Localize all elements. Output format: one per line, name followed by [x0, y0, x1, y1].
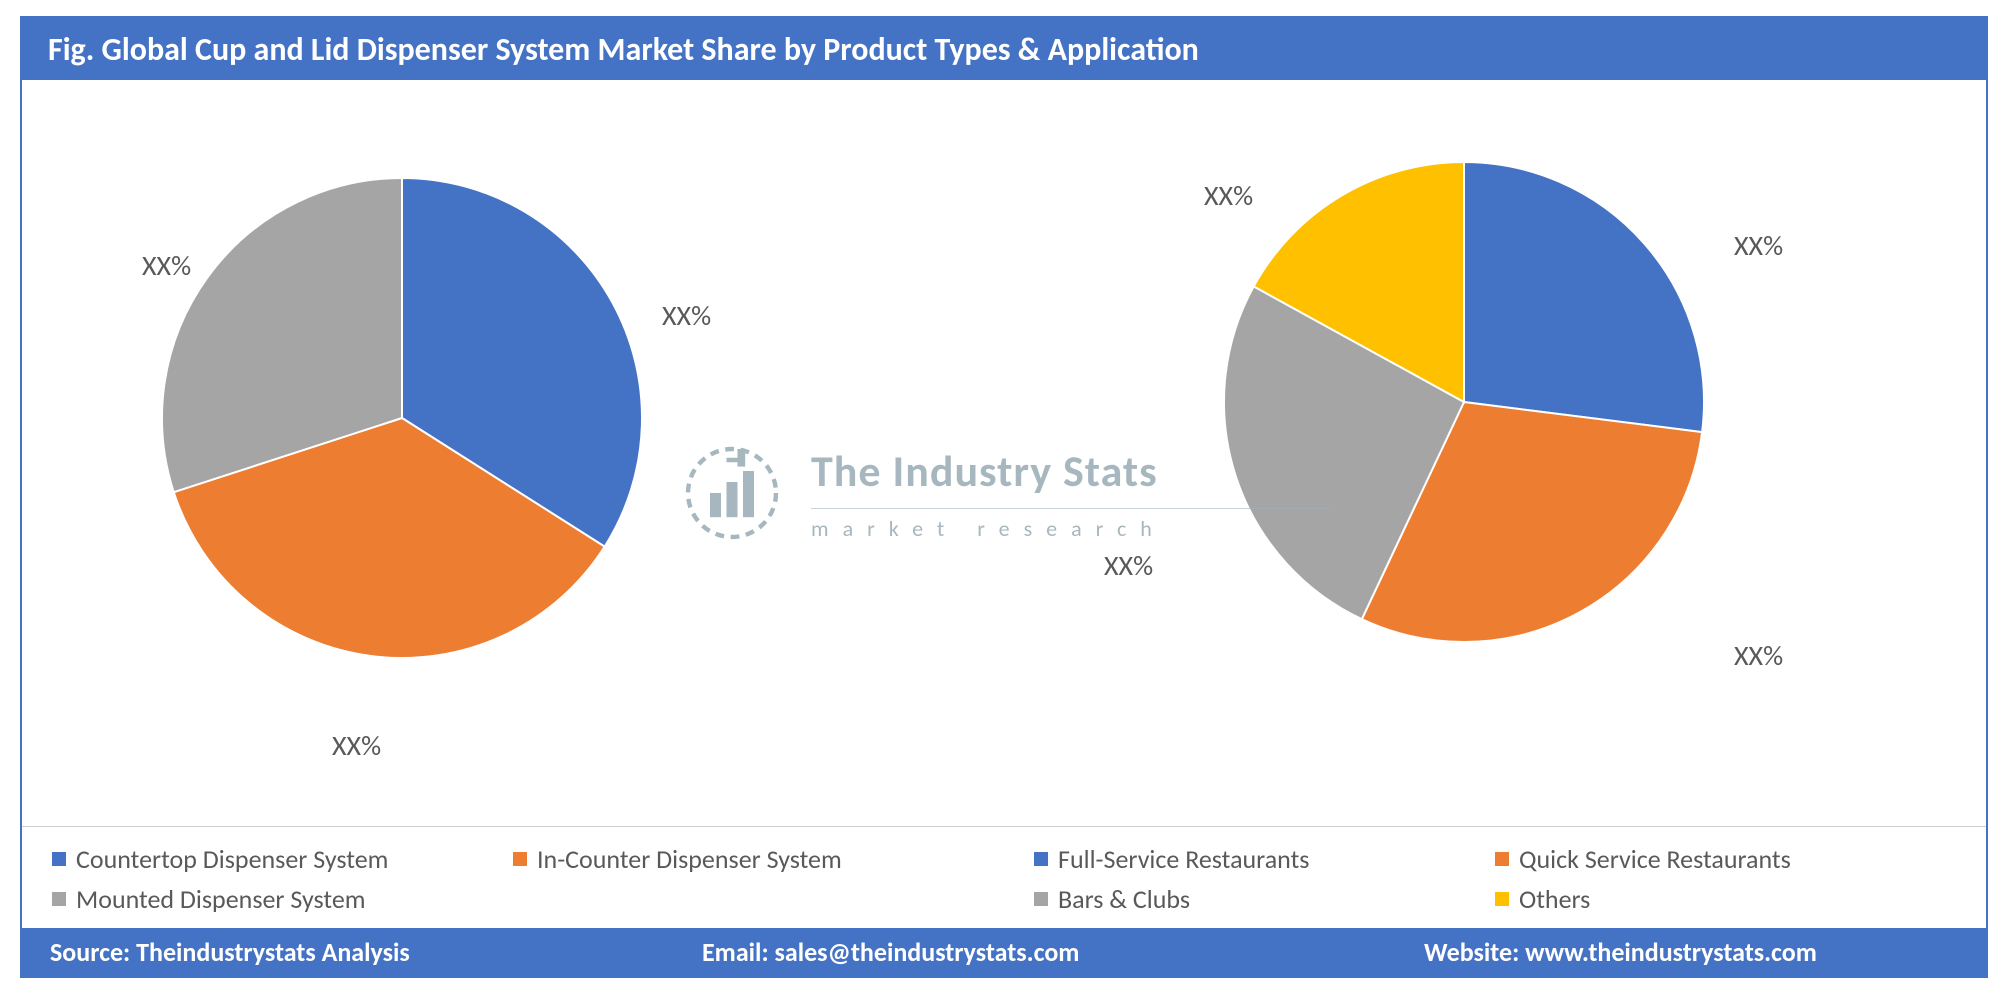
- legend-item: Others: [1495, 883, 1956, 915]
- legend-swatch: [1034, 892, 1048, 906]
- legend-label: Full-Service Restaurants: [1058, 843, 1309, 875]
- legend-label: Mounted Dispenser System: [76, 883, 366, 915]
- legend-label: In-Counter Dispenser System: [537, 843, 842, 875]
- legend-swatch: [1495, 892, 1509, 906]
- legend-swatch: [52, 892, 66, 906]
- legend-item: Quick Service Restaurants: [1495, 843, 1956, 875]
- legend-label: Quick Service Restaurants: [1519, 843, 1791, 875]
- pie-chart-right: [1224, 162, 1704, 642]
- slice-label: XX%: [1204, 178, 1253, 213]
- legend-right: Full-Service Restaurants Quick Service Re…: [1004, 827, 1986, 922]
- legend-swatch: [52, 852, 66, 866]
- legend-swatch: [1495, 852, 1509, 866]
- footer-source: Source: Theindustrystats Analysis: [22, 936, 612, 968]
- footer-email: Email: sales@theindustrystats.com: [612, 936, 1264, 968]
- pie-slice: [1464, 162, 1704, 432]
- legend-item: In-Counter Dispenser System: [513, 843, 974, 875]
- footer-bar: Source: Theindustrystats Analysis Email:…: [22, 928, 1986, 976]
- slice-label: XX%: [1104, 548, 1153, 583]
- legends-row: Countertop Dispenser System In-Counter Di…: [22, 826, 1986, 922]
- legend-item: Full-Service Restaurants: [1034, 843, 1495, 875]
- slice-label: XX%: [662, 298, 711, 333]
- title-bar: Fig. Global Cup and Lid Dispenser System…: [22, 18, 1986, 80]
- legend-item: Countertop Dispenser System: [52, 843, 513, 875]
- pie-chart-left: [162, 178, 642, 658]
- slice-label: XX%: [1734, 638, 1783, 673]
- legend-swatch: [513, 852, 527, 866]
- legend-label: Others: [1519, 883, 1590, 915]
- slice-label: XX%: [142, 248, 191, 283]
- chart-title: Fig. Global Cup and Lid Dispenser System…: [48, 30, 1199, 69]
- pie-right-svg: [1224, 162, 1704, 642]
- legend-item: Mounted Dispenser System: [52, 883, 513, 915]
- chart-frame: Fig. Global Cup and Lid Dispenser System…: [20, 16, 1988, 978]
- charts-row: XX%XX%XX% XX%XX%XX%XX% The Industry Stat…: [22, 118, 1986, 798]
- legend-label: Countertop Dispenser System: [76, 843, 388, 875]
- chart-col-right: XX% XX% XX% XX%: [1004, 118, 1986, 798]
- legend-swatch: [1034, 852, 1048, 866]
- pie-left-svg: [162, 178, 642, 658]
- chart-col-left: XX% XX% XX%: [22, 118, 1004, 798]
- legend-left: Countertop Dispenser System In-Counter Di…: [22, 827, 1004, 922]
- slice-label: XX%: [1734, 228, 1783, 263]
- slice-label: XX%: [332, 728, 381, 763]
- legend-item: Bars & Clubs: [1034, 883, 1495, 915]
- footer-website: Website: www.theindustrystats.com: [1264, 936, 1986, 968]
- legend-label: Bars & Clubs: [1058, 883, 1190, 915]
